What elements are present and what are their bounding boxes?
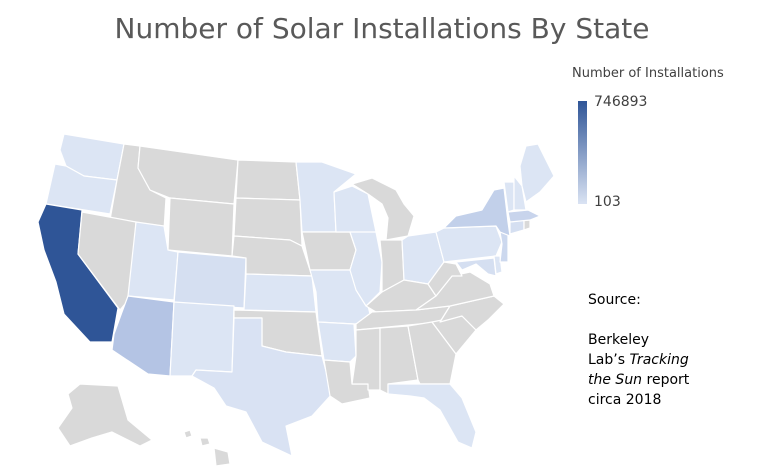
source-label: Source:: [588, 292, 641, 308]
state-ks[interactable]: [243, 273, 317, 313]
legend-min-value: 103: [594, 194, 621, 210]
state-nm[interactable]: [169, 301, 235, 377]
source-line-3: the Sun report: [588, 370, 689, 390]
state-ri[interactable]: [523, 219, 531, 231]
source-note: Source: Berkeley Lab’s Tracking the Sun …: [588, 290, 689, 410]
state-ms[interactable]: [351, 327, 381, 391]
map-title: Number of Solar Installations By State: [114, 12, 650, 45]
source-line-3-suffix: report: [642, 372, 690, 388]
state-ia[interactable]: [301, 231, 357, 271]
state-me[interactable]: [519, 143, 555, 203]
source-line-4: circa 2018: [588, 392, 662, 408]
legend-max-value: 746893: [594, 94, 648, 110]
legend-color-scale: [578, 101, 587, 204]
state-pa[interactable]: [435, 225, 503, 263]
state-ma[interactable]: [507, 209, 541, 223]
state-ny[interactable]: [443, 187, 511, 237]
source-report-name-part1: Tracking: [629, 352, 689, 368]
source-line-2: Lab’s Tracking: [588, 350, 689, 370]
state-ar[interactable]: [317, 321, 357, 363]
state-tx[interactable]: [191, 317, 333, 457]
state-co[interactable]: [173, 251, 247, 309]
source-line-1: Berkeley: [588, 332, 649, 348]
state-nh[interactable]: [513, 175, 527, 211]
state-ak[interactable]: [57, 383, 153, 447]
state-fl[interactable]: [387, 383, 477, 449]
state-la[interactable]: [323, 359, 371, 405]
legend-title: Number of Installations: [572, 66, 724, 81]
state-wy[interactable]: [167, 197, 235, 257]
state-hi-1[interactable]: [183, 429, 193, 439]
source-report-name-part2: the Sun: [588, 372, 643, 388]
source-line-2-prefix: Lab’s: [588, 352, 630, 368]
state-hi-2[interactable]: [199, 437, 211, 447]
state-nd[interactable]: [235, 159, 301, 201]
state-hi-3[interactable]: [213, 447, 231, 467]
state-nj[interactable]: [499, 231, 509, 263]
